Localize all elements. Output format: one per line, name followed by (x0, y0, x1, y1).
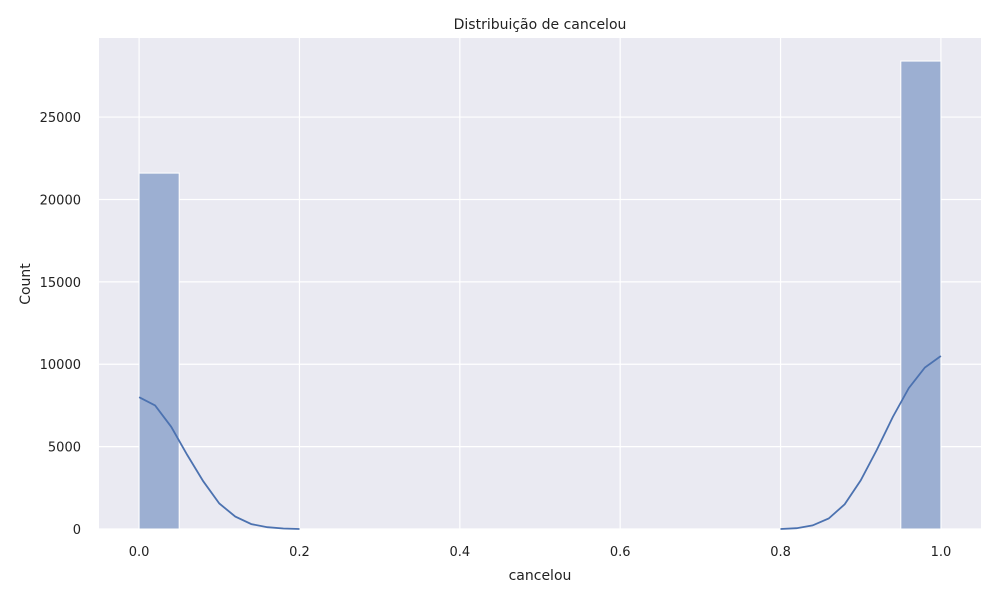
x-tick-label: 0.2 (289, 545, 310, 560)
kde-curve (138, 355, 942, 530)
plot-background (99, 38, 981, 529)
y-axis-label: Count (18, 263, 34, 305)
y-tick-label: 15000 (40, 276, 81, 291)
y-tick-label: 0 (73, 523, 81, 538)
histogram-bar (138, 172, 180, 530)
x-tick-label: 0.8 (770, 545, 791, 560)
x-tick-label: 1.0 (931, 545, 952, 560)
x-tick-label: 0.4 (449, 545, 470, 560)
x-axis-label: cancelou (509, 568, 572, 584)
y-tick-label: 5000 (48, 441, 81, 456)
y-tick-label: 25000 (40, 111, 81, 126)
histogram-bars (138, 60, 942, 530)
x-tick-label: 0.6 (610, 545, 631, 560)
chart-title: Distribuição de cancelou (454, 17, 627, 33)
histogram-bar (900, 60, 942, 530)
y-tick-label: 20000 (40, 193, 81, 208)
tick-labels: 0.0 0.2 0.4 0.6 0.8 1.0 0 5000 10000 15000 20000 25… (40, 111, 952, 560)
y-tick-label: 10000 (40, 358, 81, 373)
x-tick-label: 0.0 (129, 545, 150, 560)
